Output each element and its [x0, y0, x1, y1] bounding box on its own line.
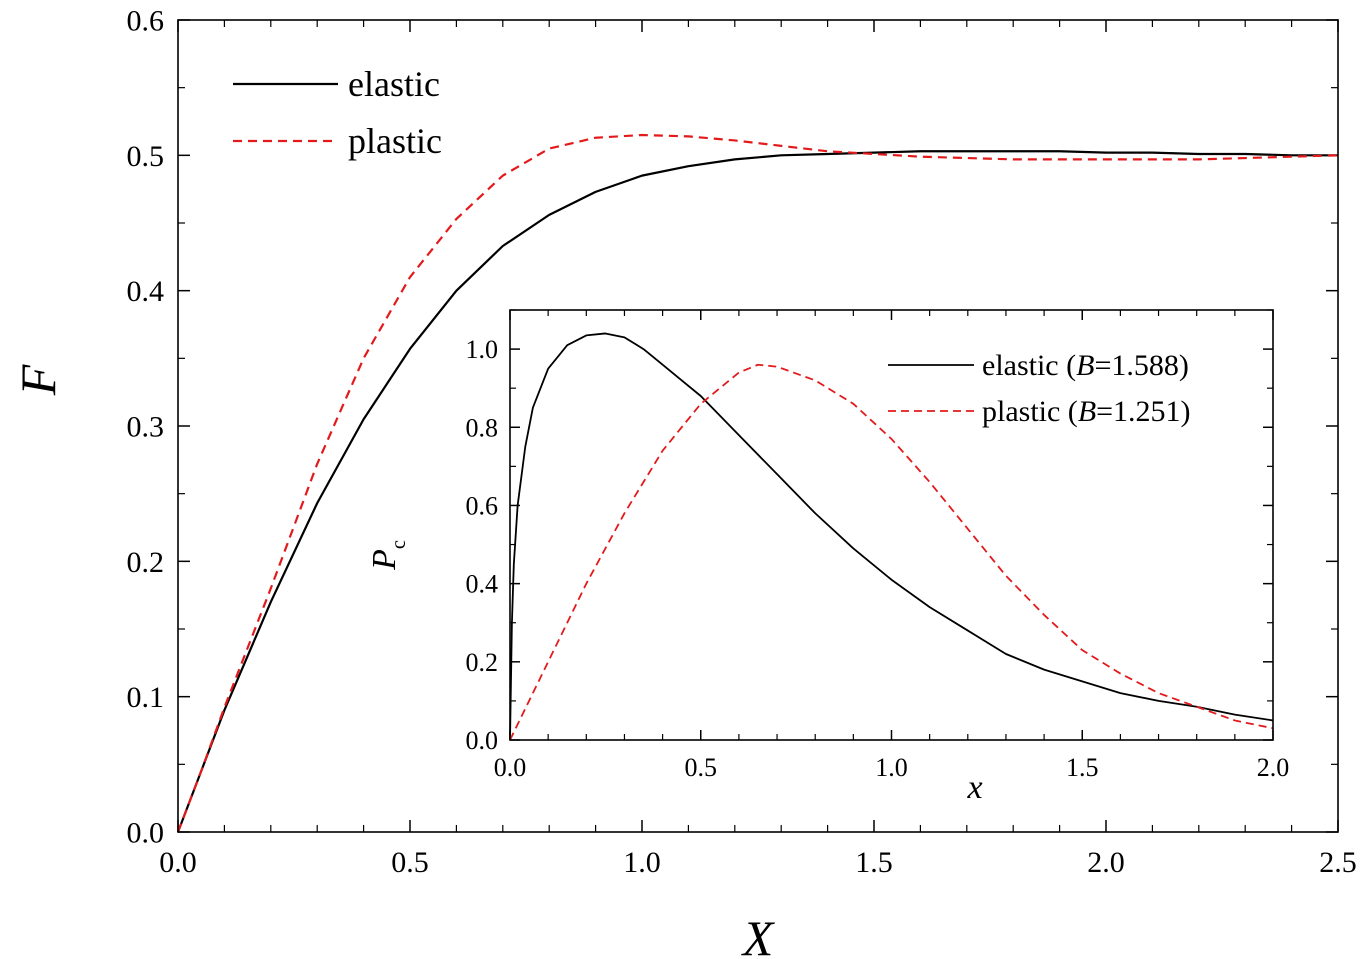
series-line-elastic: [509, 332, 1274, 741]
plot-frame: [509, 309, 1274, 741]
y-tick-label: 0.8: [466, 413, 499, 442]
y-axis-label-subscript: c: [388, 540, 410, 549]
legend-label-part: plastic (: [982, 395, 1078, 428]
series-line-elastic: [176, 150, 1338, 833]
legend-label-plastic: plastic: [348, 121, 442, 161]
y-tick-label: 0.5: [127, 140, 165, 173]
legend-label-part: B: [1076, 349, 1094, 382]
y-tick-label: 0.6: [127, 5, 165, 38]
legend-label-part: B: [1078, 395, 1096, 428]
legend-label-part: elastic (: [982, 349, 1076, 382]
x-tick-label: 2.5: [1319, 846, 1357, 879]
inset-plot: 0.0 0.5 1.0 1.5 2.0 0.0 0.2 0.4 0.6 0.8 1.0 x Pc elas…: [366, 309, 1290, 806]
x-tick-label: 0.0: [159, 846, 197, 879]
y-tick-label: 0.0: [466, 726, 499, 755]
x-tick-label: 0.5: [391, 846, 429, 879]
y-axis-label: F: [10, 364, 66, 396]
x-tick-label: 1.0: [875, 753, 908, 782]
x-tick-label: 1.0: [623, 846, 661, 879]
x-axis-label: x: [966, 769, 982, 806]
y-tick-label: 0.3: [127, 411, 165, 444]
x-tick-label: 1.5: [855, 846, 893, 879]
legend-label-part: =1.588): [1094, 349, 1188, 382]
y-axis-label: Pc: [366, 540, 410, 571]
y-tick-label: 0.4: [127, 275, 165, 308]
x-tick-label: 0.0: [494, 753, 527, 782]
y-tick-label: 0.2: [127, 546, 165, 579]
x-tick-label: 1.5: [1066, 753, 1099, 782]
legend-label-elastic: elastic: [348, 64, 440, 104]
y-tick-label: 0.0: [127, 817, 165, 850]
legend-label-elastic: elastic (B=1.588): [982, 349, 1189, 382]
plot-background: [510, 310, 1273, 740]
series-line-plastic: [176, 133, 1339, 833]
y-tick-label: 0.4: [466, 570, 499, 599]
y-axis-label-main: P: [366, 549, 403, 571]
x-tick-label: 2.0: [1087, 846, 1125, 879]
y-tick-label: 0.6: [466, 492, 499, 521]
x-tick-label: 0.5: [685, 753, 718, 782]
series-line-plastic: [509, 363, 1274, 741]
y-axis-label-main: F: [10, 364, 66, 396]
legend-label-part: =1.251): [1096, 395, 1190, 428]
x-axis-label: X: [741, 910, 776, 959]
x-tick-label: 2.0: [1257, 753, 1290, 782]
y-tick-label: 0.2: [466, 648, 499, 677]
plot-frame: [177, 19, 1339, 833]
legend-label-plastic: plastic (B=1.251): [982, 395, 1191, 428]
y-tick-label: 0.1: [127, 681, 165, 714]
y-tick-label: 1.0: [466, 335, 499, 364]
